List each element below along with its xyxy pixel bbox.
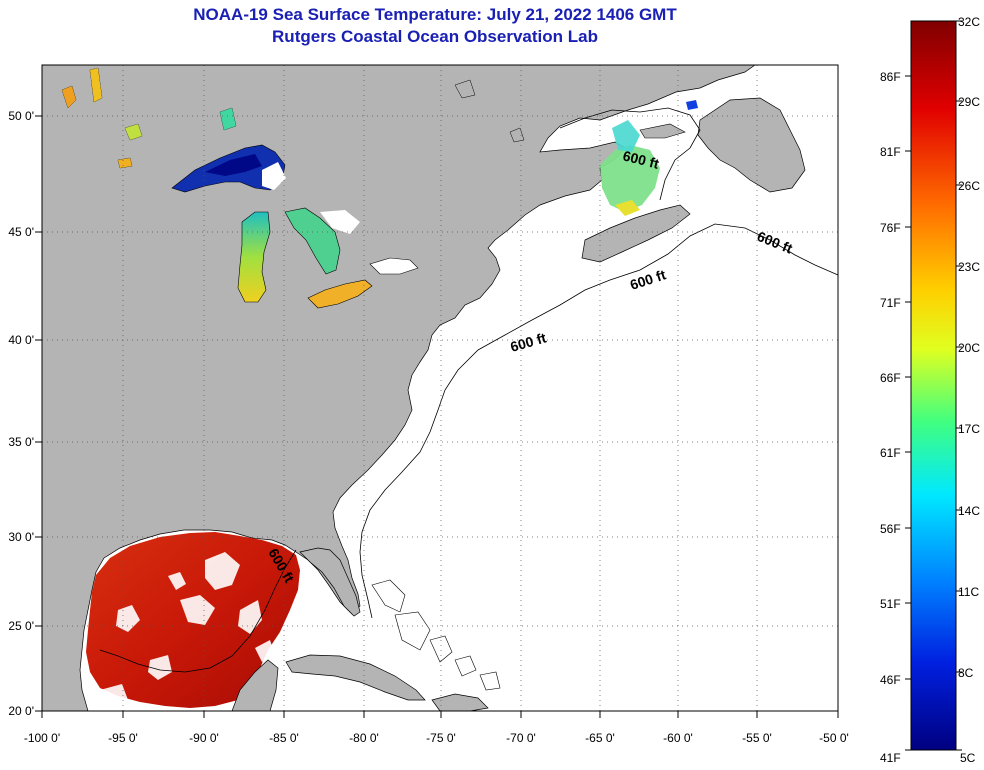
lon-tick-label: -60 0' xyxy=(663,731,693,745)
lon-tick-label: -85 0' xyxy=(269,731,299,745)
lon-tick-label: -90 0' xyxy=(189,731,219,745)
colorbar-celsius-ticks xyxy=(956,20,962,751)
lake-ontario-clouds xyxy=(369,257,419,275)
title-line-1: NOAA-19 Sea Surface Temperature: July 21… xyxy=(193,5,677,24)
lon-tick-label: -70 0' xyxy=(506,731,536,745)
fahrenheit-label: 56F xyxy=(880,522,901,536)
lon-tick-label: -50 0' xyxy=(819,731,849,745)
fahrenheit-label: 76F xyxy=(880,221,901,235)
bahamas-banks xyxy=(371,579,501,691)
land-florida xyxy=(299,547,361,617)
lon-axis xyxy=(41,711,839,718)
fahrenheit-label: 46F xyxy=(880,673,901,687)
celsius-label: 14C xyxy=(958,504,980,518)
lon-tick-label: -95 0' xyxy=(108,731,138,745)
lat-tick-label: 50 0' xyxy=(8,109,34,123)
lat-tick-label: 40 0' xyxy=(8,333,34,347)
celsius-label: 11C xyxy=(958,585,979,599)
fahrenheit-label: 51F xyxy=(880,597,901,611)
isobath-600ft xyxy=(359,223,839,619)
lon-tick-label: -100 0' xyxy=(24,731,60,745)
lake-huron-sst xyxy=(284,207,341,275)
isobath-600ft-gulf xyxy=(99,549,297,673)
celsius-label: 26C xyxy=(958,179,980,193)
title-line-2: Rutgers Coastal Ocean Observation Lab xyxy=(272,27,598,46)
lon-tick-label: -80 0' xyxy=(349,731,379,745)
lake-huron-clouds xyxy=(320,210,360,234)
celsius-label: 20C xyxy=(958,341,980,355)
lon-tick-label: -55 0' xyxy=(742,731,772,745)
canadian-lake-sst xyxy=(62,68,698,168)
lake-superior-clouds xyxy=(262,162,286,190)
land-yucatan xyxy=(231,659,279,712)
celsius-label: 8C xyxy=(958,666,974,680)
lake-michigan-sst xyxy=(237,211,271,303)
land-nova-scotia xyxy=(581,204,691,263)
fahrenheit-label: 71F xyxy=(880,296,901,310)
celsius-label: 23C xyxy=(958,260,980,274)
lat-axis xyxy=(35,115,42,712)
fahrenheit-label: 61F xyxy=(880,446,901,460)
gulf-cloud-patches xyxy=(100,552,275,706)
lat-tick-label: 30 0' xyxy=(8,530,34,544)
celsius-label: 5C xyxy=(960,751,976,765)
celsius-label: 17C xyxy=(958,422,980,436)
lake-superior-cold-core xyxy=(205,154,262,176)
st-lawrence-estuary-sst xyxy=(612,120,640,152)
land-cuba xyxy=(285,654,426,701)
map-frame xyxy=(41,64,839,712)
lon-tick-label: -65 0' xyxy=(585,731,615,745)
lon-tick-label: -75 0' xyxy=(426,731,456,745)
map-title: NOAA-19 Sea Surface Temperature: July 21… xyxy=(0,4,870,48)
st-lawrence-yellow xyxy=(615,200,640,216)
celsius-label: 32C xyxy=(958,15,980,29)
colorbar-fahrenheit-ticks xyxy=(905,75,911,751)
land-newfoundland xyxy=(697,97,806,193)
colorbar xyxy=(910,20,957,751)
fahrenheit-label: 86F xyxy=(880,70,901,84)
lat-tick-label: 20 0' xyxy=(8,704,34,718)
fahrenheit-label: 81F xyxy=(880,145,901,159)
lat-tick-label: 45 0' xyxy=(8,225,34,239)
gulf-st-lawrence-sst xyxy=(600,145,660,212)
land-anticosti xyxy=(639,123,686,139)
lat-tick-label: 25 0' xyxy=(8,619,34,633)
celsius-label: 29C xyxy=(958,95,980,109)
fahrenheit-label: 41F xyxy=(880,751,901,765)
isobath-600ft-gulf-stlawrence xyxy=(559,107,701,201)
lat-tick-label: 35 0' xyxy=(8,435,34,449)
land-north-america xyxy=(41,64,757,712)
lake-erie-sst xyxy=(307,279,373,309)
fahrenheit-label: 66F xyxy=(880,371,901,385)
